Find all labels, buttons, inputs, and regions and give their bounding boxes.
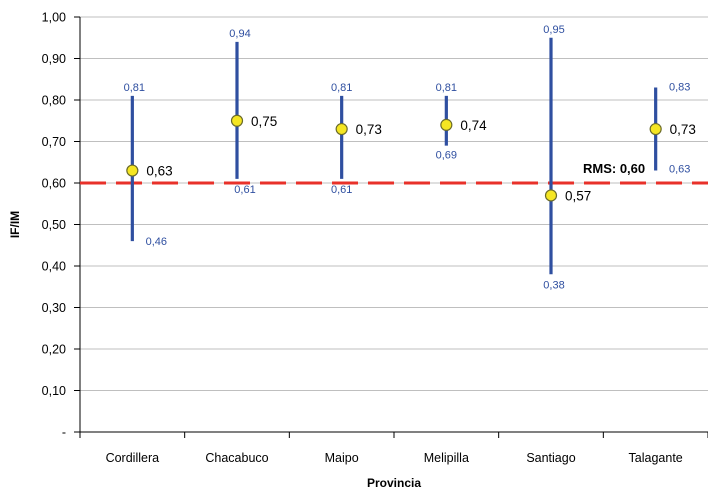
gridlines [80, 16, 708, 391]
mean-marker [126, 164, 139, 177]
max-label: 0,83 [669, 82, 690, 94]
y-tick-label: 0,90 [42, 52, 66, 66]
y-tick-label: 0,20 [42, 343, 66, 357]
x-tick-label: Chacabuco [205, 451, 268, 465]
y-tick-label: 0,70 [42, 135, 66, 149]
max-label: 0,81 [124, 82, 145, 94]
y-tick-label: - [62, 426, 66, 440]
min-label: 0,63 [669, 164, 690, 176]
mean-marker [230, 114, 244, 127]
max-label: 0,81 [331, 82, 352, 94]
max-label: 0,95 [543, 24, 564, 36]
range-bars [126, 37, 662, 275]
mean-label: 0,74 [460, 118, 487, 133]
y-tick-label: 0,50 [42, 218, 66, 232]
min-label: 0,61 [234, 184, 255, 196]
max-label: 0,94 [229, 28, 250, 40]
mean-label: 0,75 [251, 114, 277, 129]
y-tick-label: 0,40 [42, 260, 66, 274]
x-tick-label: Melipilla [424, 451, 469, 465]
mean-label: 0,73 [356, 122, 382, 137]
y-axis-title: IF/IM [8, 211, 22, 238]
reference-line-label: RMS: 0,60 [583, 161, 645, 176]
y-tick-label: 0,10 [42, 384, 66, 398]
mean-label: 0,57 [565, 188, 591, 203]
x-axis-title: Provincia [367, 476, 421, 490]
min-label: 0,38 [543, 279, 564, 291]
x-tick-label: Talagante [629, 451, 683, 465]
y-tick-label: 0,80 [42, 94, 66, 108]
axes: - 0,10 0,20 0,30 0,40 0,50 0,60 0,70 0,80 0,90 1,0… [42, 11, 708, 465]
mean-marker [335, 122, 348, 136]
mean-label: 0,73 [670, 122, 696, 137]
min-label: 0,46 [146, 236, 167, 248]
min-label: 0,61 [331, 184, 352, 196]
min-label: 0,69 [436, 150, 457, 162]
mean-marker [544, 189, 558, 202]
mean-marker [649, 122, 662, 136]
x-tick-label: Santiago [526, 451, 575, 465]
y-tick-label: 1,00 [42, 11, 66, 25]
max-label: 0,81 [436, 82, 457, 94]
mean-marker [440, 118, 453, 132]
x-tick-label: Maipo [325, 451, 359, 465]
x-tick-label: Cordillera [106, 451, 160, 465]
data-labels: 0,63 0,81 0,46 0,75 0,94 0,61 0,73 0,81 0,61 0,74… [124, 24, 696, 292]
y-tick-label: 0,60 [42, 177, 66, 191]
y-tick-label: 0,30 [42, 301, 66, 315]
reference-line-group: RMS: 0,60 [80, 161, 708, 185]
mean-label: 0,63 [146, 164, 172, 179]
